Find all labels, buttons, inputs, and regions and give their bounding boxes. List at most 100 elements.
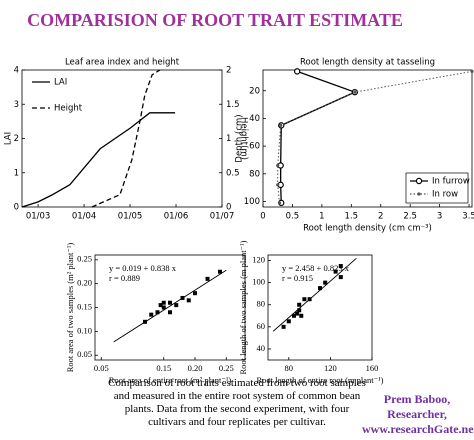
y-tick-label: 1 — [14, 168, 19, 178]
y-axis-label: Depth (cm) — [235, 114, 245, 162]
marker — [186, 298, 191, 303]
marker — [318, 286, 322, 291]
fit-line — [272, 257, 357, 332]
x-tick-label: 0 — [260, 212, 265, 222]
credit-line: Researcher, — [387, 407, 447, 421]
fit-line — [113, 269, 227, 343]
annotation: y = 0.019 + 0.838 x — [109, 263, 177, 273]
y-tick-label: 80 — [249, 169, 260, 179]
page-title: COMPARISION OF ROOT TRAIT ESTIMATE — [27, 10, 403, 30]
x-axis-label: Root length density (cm cm⁻³) — [303, 224, 432, 234]
marker — [286, 319, 291, 324]
y2-tick-label: 1.5 — [226, 100, 240, 110]
marker — [297, 302, 302, 307]
y-tick-label: 40 — [257, 343, 266, 353]
marker — [295, 311, 300, 316]
plot-frame — [267, 254, 373, 361]
x-tick-label: 0.15 — [156, 363, 171, 373]
x-tick-label: 2.5 — [403, 212, 417, 222]
y-tick-label: 100 — [252, 277, 265, 287]
y-tick-label: 120 — [252, 254, 265, 264]
x-tick-label: 01/04 — [72, 212, 97, 222]
y-tick-label: 60 — [257, 321, 266, 331]
marker — [168, 310, 172, 315]
chart-title: Root length density at tasseling — [300, 58, 435, 68]
x-tick-label: 0.25 — [219, 363, 234, 373]
x-tick-label: 80 — [285, 363, 294, 373]
marker — [279, 123, 283, 127]
legend-label: Height — [54, 104, 83, 114]
y-tick-label: 0.05 — [77, 349, 92, 359]
y-tick-label: 3 — [14, 100, 19, 110]
x-tick-label: 160 — [366, 363, 379, 373]
series-line — [277, 70, 473, 203]
marker — [333, 269, 338, 274]
y-tick-label: 0 — [14, 203, 19, 213]
x-tick-label: 120 — [324, 363, 337, 373]
y-tick-label: 100 — [244, 197, 260, 207]
x-tick-label: 0.05 — [94, 363, 109, 373]
plot-frame — [21, 69, 223, 208]
y-axis-label: Root area of two samples (m² plant⁻¹) — [65, 243, 75, 373]
y-tick-label: 2 — [14, 134, 19, 144]
marker — [149, 312, 154, 317]
marker — [193, 291, 197, 296]
y-axis-label: LAI — [4, 132, 14, 145]
annotation: r = 0.889 — [109, 273, 140, 283]
series-line — [21, 112, 176, 208]
marker — [174, 303, 179, 308]
x-tick-label: 01/06 — [164, 212, 189, 222]
x-tick-label: 01/03 — [26, 212, 51, 222]
marker — [276, 163, 280, 168]
marker — [276, 183, 280, 187]
marker — [338, 264, 343, 269]
y-tick-label: 4 — [14, 66, 19, 76]
chart-title: Leaf area index and height — [65, 58, 180, 68]
marker — [218, 269, 222, 274]
y2-tick-label: 0.5 — [226, 168, 240, 178]
x-tick-label: 0.20 — [188, 363, 203, 373]
marker — [161, 300, 166, 305]
x-tick-label: 01/07 — [210, 212, 235, 222]
marker — [353, 90, 357, 94]
x-tick-label: 01/05 — [118, 212, 143, 222]
marker — [417, 192, 421, 196]
marker — [470, 69, 474, 73]
y-tick-label: 20 — [249, 86, 260, 96]
marker — [297, 308, 302, 313]
y2-axis-label: Height(m) — [239, 117, 249, 160]
marker — [293, 68, 301, 75]
credit-line: Prem Baboo, — [383, 392, 451, 406]
y2-tick-label: 0 — [226, 203, 231, 213]
x-tick-label: 0.5 — [286, 212, 300, 222]
annotation: y = 2.458 + 0.823 x — [282, 263, 350, 273]
y-tick-label: 60 — [249, 142, 260, 152]
x-tick-label: 1.5 — [345, 212, 359, 222]
x-tick-label: 3 — [437, 212, 442, 222]
x-tick-label: 2 — [378, 212, 383, 222]
marker — [155, 310, 160, 315]
credit-line: www.researchGate.net — [362, 422, 474, 436]
marker — [302, 297, 307, 302]
caption: Comparison of root traits estimated from… — [108, 377, 366, 428]
marker — [323, 280, 328, 285]
credit: Prem Baboo, Researcher, www.researchGate… — [362, 392, 474, 437]
marker — [205, 276, 210, 281]
y2-tick-label: 2 — [226, 66, 231, 76]
legend-label: LAI — [54, 78, 67, 88]
legend-frame — [405, 172, 469, 204]
marker — [299, 313, 304, 318]
marker — [415, 177, 423, 185]
y-tick-label: 0.15 — [77, 301, 92, 311]
x-axis-label: Root area of entire root (m² plant⁻¹) — [109, 375, 232, 385]
plot-frame — [262, 69, 473, 208]
y-axis-label: Root length of two samples (m plant⁻¹) — [238, 240, 248, 374]
marker — [161, 305, 166, 310]
y-tick-label: 40 — [249, 114, 260, 124]
series-line — [280, 70, 357, 203]
marker — [292, 313, 296, 318]
x-tick-label: 3.5 — [462, 212, 474, 222]
marker — [143, 319, 147, 324]
